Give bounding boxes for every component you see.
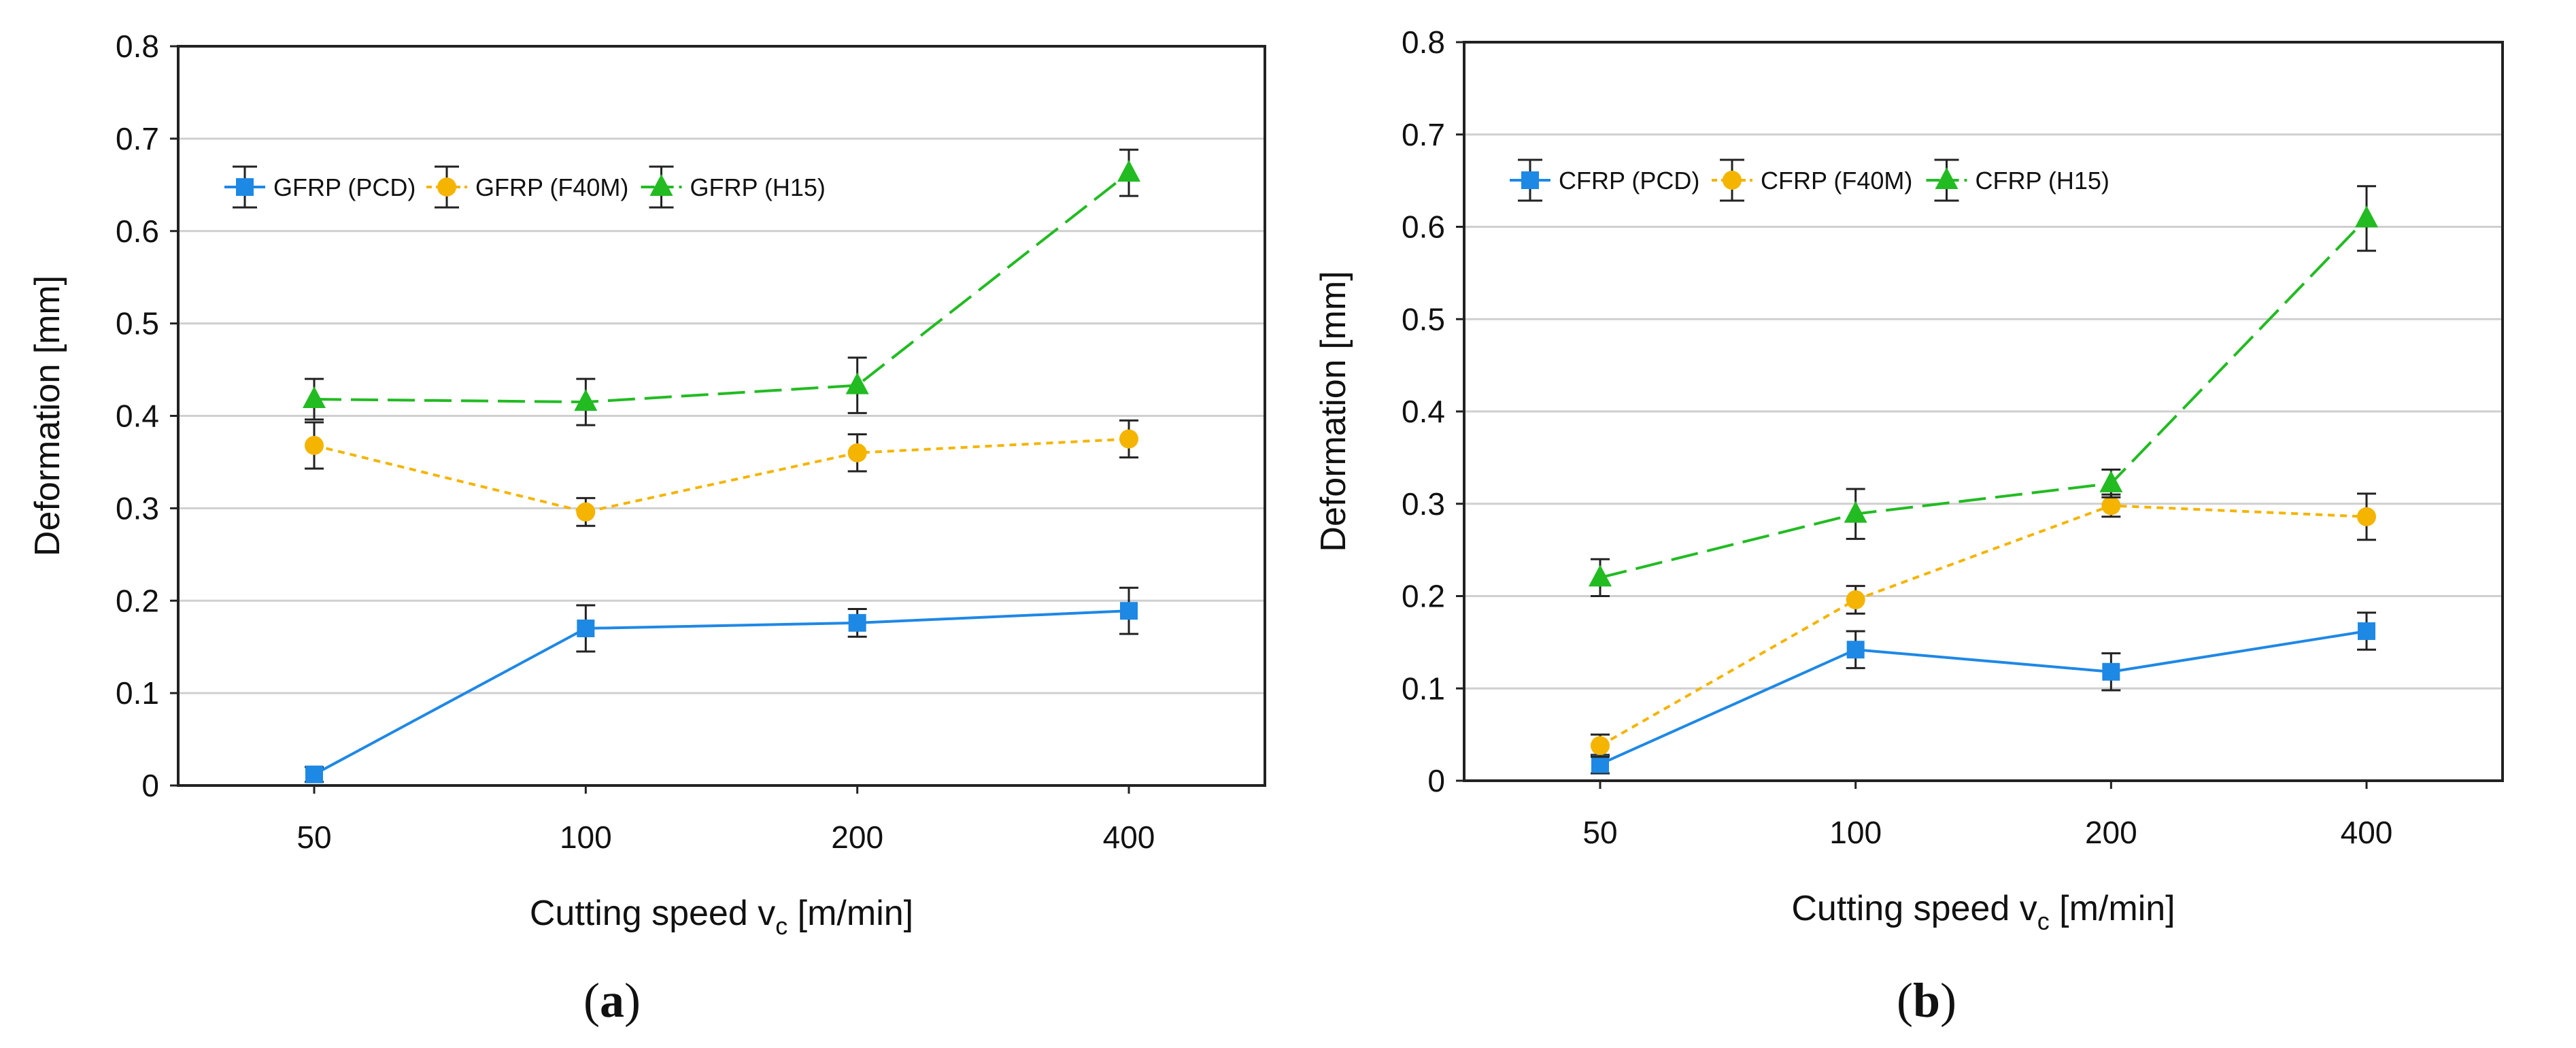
legend-label: GFRP (PCD) <box>273 173 416 201</box>
series-line <box>313 171 1130 404</box>
y-tick-label: 0.2 <box>1402 579 1445 614</box>
legend-label: CFRP (F40M) <box>1761 167 1912 195</box>
data-point <box>847 443 867 462</box>
series-cfrp-f40m <box>1591 492 2376 758</box>
data-point <box>1846 590 1865 609</box>
data-point <box>1117 160 1140 182</box>
legend: GFRP (PCD) GFRP (F40M) GFRP (H15) <box>224 165 826 209</box>
data-point <box>2101 496 2121 515</box>
x-tick-label: 50 <box>1582 815 1617 850</box>
legend-label: CFRP (H15) <box>1976 167 2109 195</box>
series-gfrp-h15 <box>303 148 1140 426</box>
data-point <box>1589 564 1612 587</box>
x-axis-label-unit: [m/min] <box>787 894 913 933</box>
data-point <box>1591 736 1610 756</box>
series-gfrp-f40m <box>305 419 1138 527</box>
data-point <box>574 389 598 411</box>
caption-letter: a <box>600 973 624 1028</box>
data-point <box>1591 755 1609 773</box>
x-axis-label-main: Cutting speed v <box>1791 889 2037 928</box>
plot-frame <box>177 45 1266 787</box>
y-tick-label: 0.6 <box>1402 209 1445 245</box>
caption-paren: ( <box>1897 973 1913 1028</box>
y-tick-label: 0.5 <box>116 306 159 341</box>
y-axis-label: Deformation [mm] <box>1314 271 1353 552</box>
data-point <box>305 435 324 455</box>
caption-paren: ( <box>583 973 600 1028</box>
x-axis-label-unit: [m/min] <box>2050 889 2175 928</box>
plot-frame <box>1463 41 2504 782</box>
legend-label: GFRP (F40M) <box>475 173 628 201</box>
data-point <box>2102 662 2120 681</box>
legend-marker <box>1935 167 1959 189</box>
data-point <box>576 502 596 522</box>
y-tick-label: 0 <box>1427 763 1445 798</box>
chart-a: 0 0.1 0.2 0.3 0.4 0.5 0.6 0.7 0.8 50 100 200 400 Defo… <box>28 29 1266 1028</box>
x-tick-label: 200 <box>831 819 883 855</box>
data-point <box>2358 622 2375 641</box>
chart-b: 0 0.1 0.2 0.3 0.4 0.5 0.6 0.7 0.8 50 100 200 400 Defo… <box>1314 24 2504 1028</box>
x-tick-label: 100 <box>1829 815 1882 850</box>
data-point <box>1119 429 1138 449</box>
subfigure-caption: (b) <box>1897 973 1956 1028</box>
x-axis-label-main: Cutting speed v <box>530 894 775 933</box>
x-tick-label: 200 <box>2085 815 2137 850</box>
data-point <box>2357 507 2376 526</box>
y-tick-label: 0 <box>141 768 159 803</box>
x-tick-label: 100 <box>560 819 612 855</box>
x-axis-label-subscript: c <box>2037 907 2050 935</box>
y-tick-label: 0.7 <box>116 121 159 156</box>
data-point <box>1844 501 1867 523</box>
data-point <box>303 386 326 409</box>
legend-marker <box>1723 171 1742 190</box>
legend-marker <box>437 178 456 197</box>
y-tick-label: 0.1 <box>116 675 159 711</box>
legend-label: CFRP (PCD) <box>1559 167 1699 195</box>
data-point <box>2355 205 2378 228</box>
y-tick-label: 0.7 <box>1402 117 1445 152</box>
series-line <box>313 437 1130 513</box>
data-point <box>1846 641 1865 659</box>
y-tick-label: 0.2 <box>116 583 159 618</box>
series-gfrp-pcd <box>305 586 1138 783</box>
y-tick-label: 0.3 <box>116 490 159 526</box>
legend: CFRP (PCD) CFRP (F40M) CFRP (H15) <box>1510 158 2109 202</box>
series-line <box>1599 217 2368 579</box>
caption-paren: ) <box>624 973 641 1028</box>
y-tick-label: 0.8 <box>116 29 159 64</box>
caption-paren: ) <box>1940 973 1956 1028</box>
x-axis-label: Cutting speed vc [m/min] <box>530 894 913 940</box>
y-tick-label: 0.4 <box>116 399 159 434</box>
caption-letter: b <box>1913 973 1940 1028</box>
data-point <box>305 765 323 783</box>
data-point <box>2099 470 2123 492</box>
data-point <box>845 372 869 394</box>
x-axis-label: Cutting speed vc [m/min] <box>1791 889 2175 935</box>
y-tick-label: 0.6 <box>116 214 159 249</box>
x-tick-label: 400 <box>1103 819 1155 855</box>
legend-marker <box>649 174 673 196</box>
y-tick-label: 0.1 <box>1402 671 1445 706</box>
series-cfrp-pcd <box>1591 611 2376 775</box>
subfigure-caption: (a) <box>583 973 641 1028</box>
x-tick-label: 50 <box>296 819 331 855</box>
series-line <box>1599 504 2367 747</box>
data-point <box>1120 602 1138 620</box>
y-tick-label: 0.8 <box>1402 24 1445 60</box>
series-line <box>1599 630 2367 766</box>
y-tick-label: 0.5 <box>1402 301 1445 337</box>
y-tick-label: 0.4 <box>1402 394 1445 429</box>
x-tick-label: 400 <box>2341 815 2393 850</box>
series-cfrp-h15 <box>1589 185 2378 597</box>
legend-marker <box>236 178 254 196</box>
series-line <box>313 609 1130 776</box>
data-point <box>577 620 595 638</box>
data-point <box>848 613 866 632</box>
legend-label: GFRP (H15) <box>690 173 826 201</box>
x-axis-label-subscript: c <box>775 912 787 940</box>
y-tick-label: 0.3 <box>1402 486 1445 522</box>
y-axis-label: Deformation [mm] <box>28 275 67 556</box>
legend-marker <box>1521 171 1539 189</box>
